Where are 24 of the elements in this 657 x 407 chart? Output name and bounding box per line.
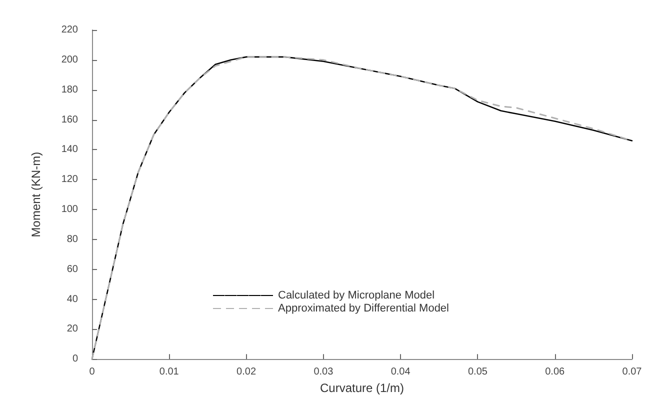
x-tick-label: 0.04 [390,366,411,378]
x-tick-label: 0.02 [236,366,256,378]
y-tick-label: 40 [66,294,78,305]
y-tick-label: 180 [61,84,78,96]
x-tick-label: 0.03 [314,366,334,378]
y-tick-label: 200 [61,54,78,66]
legend-label: Calculated by Microplane Model [278,290,435,302]
x-tick-label: 0.06 [545,366,566,378]
x-tick-label: 0.01 [159,366,180,378]
y-tick-label: 160 [61,114,78,126]
y-tick-label: 60 [66,264,78,275]
y-tick-label: 80 [66,234,78,245]
x-axis-title: Curvature (1/m) [320,381,404,395]
x-tick-label: 0.07 [622,366,642,378]
x-tick-label: 0 [89,366,96,378]
y-tick-label: 100 [61,204,78,216]
y-tick-label: 0 [72,354,78,365]
legend-label: Approximated by Differential Model [278,302,449,314]
y-tick-label: 120 [61,174,78,186]
y-tick-label: 20 [66,324,78,335]
y-tick-label: 140 [61,144,78,156]
x-tick-label: 0.05 [468,366,488,378]
y-tick-label: 220 [61,24,78,36]
y-axis-title: Moment (KN-m) [29,152,43,238]
